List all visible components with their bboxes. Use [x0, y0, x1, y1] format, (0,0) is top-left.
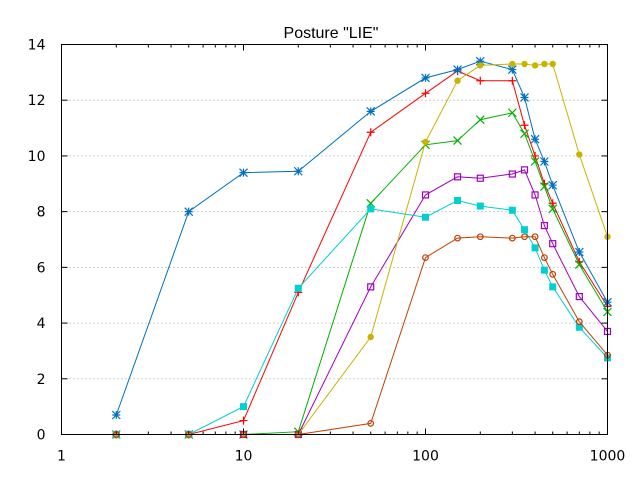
series-3 [111, 56, 612, 420]
data-point [475, 56, 485, 66]
plot-frame [61, 44, 608, 435]
data-point [575, 293, 583, 301]
chart-title: Posture "LIE" [284, 25, 379, 42]
data-point [111, 410, 121, 420]
data-point [366, 128, 375, 137]
data-point [421, 191, 430, 199]
data-point [531, 191, 539, 199]
data-point [575, 323, 583, 331]
data-point [574, 247, 584, 257]
data-point [507, 108, 517, 118]
data-point [294, 284, 302, 292]
data-point [239, 168, 248, 178]
data-point [421, 89, 430, 98]
data-point [477, 62, 484, 69]
data-point [366, 106, 376, 116]
series-line [115, 60, 608, 416]
data-point [548, 199, 557, 208]
data-point [521, 233, 528, 241]
data-point [548, 204, 558, 214]
series-layer [111, 56, 612, 439]
data-point [574, 260, 584, 269]
data-point [293, 166, 303, 176]
y-tick-label: 0 [37, 428, 46, 444]
series-line [116, 199, 608, 435]
x-tick-label: 1 [57, 449, 66, 465]
data-point [454, 77, 461, 84]
data-point [549, 240, 557, 248]
data-point [549, 283, 557, 291]
data-point [367, 419, 375, 427]
data-point [422, 213, 429, 221]
data-point [453, 173, 462, 181]
data-point [530, 157, 540, 166]
data-point [549, 270, 557, 278]
x-tick-label: 100 [412, 449, 439, 465]
y-tick-label: 2 [37, 372, 46, 388]
data-point [541, 60, 548, 68]
data-point [540, 221, 548, 230]
data-point [531, 244, 539, 252]
data-point [521, 226, 529, 234]
data-point [454, 197, 462, 204]
data-point [540, 266, 548, 274]
data-point [548, 180, 558, 190]
data-point [539, 182, 549, 191]
data-point [549, 60, 556, 68]
data-point [576, 151, 583, 158]
y-tick-label: 6 [37, 260, 46, 276]
data-point [454, 234, 461, 242]
data-point [531, 151, 540, 160]
data-point [453, 136, 462, 146]
data-point [476, 76, 485, 85]
data-point [508, 170, 516, 178]
data-point [530, 134, 540, 144]
series-4 [112, 166, 612, 439]
series-5 [112, 197, 611, 438]
data-point [367, 333, 374, 341]
data-point [421, 73, 430, 83]
data-point [539, 157, 549, 166]
data-point [367, 205, 375, 213]
x-tick-label: 10 [235, 449, 253, 465]
y-tick-label: 10 [28, 149, 46, 165]
series-line [116, 70, 608, 435]
data-point [476, 174, 484, 182]
data-point [475, 115, 485, 125]
axis-ticks: 0 2 4 6 8 10 12 14 1 10 100 1000 [28, 38, 626, 465]
series-7 [112, 233, 611, 438]
data-point [521, 60, 528, 68]
y-tick-label: 14 [28, 38, 46, 54]
data-point [240, 403, 247, 411]
data-point [508, 234, 516, 242]
y-tick-label: 8 [37, 205, 46, 221]
data-point [508, 206, 516, 214]
data-point [575, 318, 583, 326]
data-point [508, 76, 517, 85]
data-point [453, 65, 462, 74]
data-point [509, 60, 516, 68]
data-point [239, 416, 248, 425]
series-line [116, 236, 608, 435]
data-point [531, 233, 539, 241]
data-point [367, 283, 375, 291]
data-point [520, 121, 529, 130]
data-point [520, 166, 529, 174]
data-point [422, 138, 429, 146]
y-tick-label: 12 [28, 93, 46, 109]
x-tick-label: 1000 [590, 449, 626, 465]
y-tick-label: 4 [37, 316, 46, 332]
data-point [476, 233, 484, 241]
data-point [520, 93, 529, 102]
data-point [422, 254, 429, 262]
series-2 [111, 108, 612, 439]
data-point [520, 129, 529, 139]
data-point [531, 62, 539, 69]
data-point [540, 254, 548, 262]
data-point [476, 202, 484, 210]
data-point [184, 207, 194, 217]
data-point [507, 65, 517, 74]
